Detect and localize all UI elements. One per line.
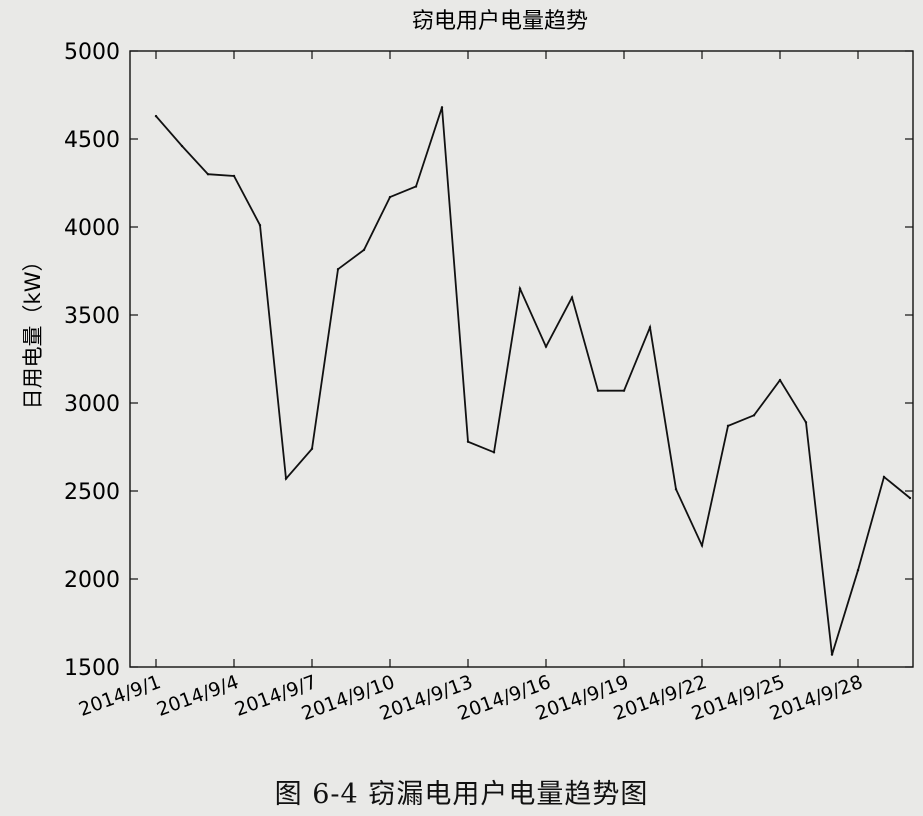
y-tick-label: 4000: [64, 216, 120, 241]
data-point: [310, 447, 314, 450]
data-point: [232, 174, 236, 178]
data-point: [492, 451, 496, 454]
y-tick-label: 4500: [64, 128, 120, 153]
data-point: [882, 475, 886, 479]
axis-tick-labels: 150020002500300035004000450050002014/9/1…: [64, 40, 866, 725]
data-point: [440, 106, 444, 109]
data-point: [518, 287, 522, 290]
y-tick-label: 2000: [64, 568, 120, 593]
y-tick-label: 5000: [64, 40, 120, 65]
data-point: [466, 440, 470, 443]
data-point: [726, 424, 730, 428]
data-point: [258, 224, 262, 227]
data-point: [570, 296, 574, 299]
data-point: [648, 326, 652, 329]
chart-title: 窃电用户电量趋势: [412, 9, 588, 34]
y-tick-label: 1500: [64, 656, 120, 681]
y-tick-label: 3000: [64, 392, 120, 417]
data-point: [154, 114, 158, 118]
data-point: [622, 389, 626, 392]
series-line: [155, 107, 911, 655]
data-point: [674, 488, 678, 491]
y-tick-label: 2500: [64, 480, 120, 505]
data-point: [908, 496, 912, 500]
axis-ticks: [130, 50, 913, 668]
data-point: [830, 653, 834, 656]
y-axis-label: 日用电量（kW）: [21, 251, 45, 410]
data-point: [206, 173, 210, 176]
data-point: [336, 268, 340, 271]
data-point: [284, 477, 288, 480]
figure-caption: 图 6-4 窃漏电用户电量趋势图: [274, 779, 649, 810]
data-point: [596, 389, 600, 392]
line-chart: 窃电用户电量趋势 日用电量（kW） 1500 2000 2500 3000 3500 40…: [21, 9, 914, 725]
data-point: [752, 414, 756, 417]
data-series: [154, 106, 912, 656]
data-point: [856, 569, 860, 572]
data-point: [388, 195, 392, 199]
plot-frame: [129, 50, 914, 668]
data-point: [180, 144, 184, 148]
x-tick-label: 2014/9/4: [154, 671, 242, 721]
data-point: [544, 345, 548, 348]
data-point: [414, 185, 418, 188]
data-point: [778, 378, 782, 382]
data-point: [700, 544, 704, 547]
data-point: [804, 421, 808, 424]
data-point: [362, 248, 366, 252]
y-tick-label: 3500: [64, 304, 120, 329]
